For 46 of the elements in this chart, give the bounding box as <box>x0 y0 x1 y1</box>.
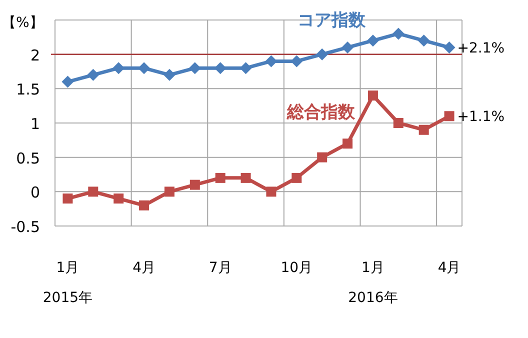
point <box>392 28 404 40</box>
point <box>368 90 378 101</box>
point <box>443 41 456 54</box>
series-label: 総合指数 <box>286 102 356 122</box>
point <box>342 41 354 54</box>
x-tick-label: 10月 <box>280 260 313 276</box>
x-tick-label: 1月 2016年 <box>348 260 398 306</box>
point <box>366 34 379 47</box>
y-axis-title: 【%】 <box>2 15 44 31</box>
x-tick-label: 4月 <box>438 260 461 276</box>
point <box>138 62 150 74</box>
point <box>240 172 251 183</box>
point <box>317 152 328 162</box>
point <box>62 76 74 88</box>
y-tick-label: -0.5 <box>10 218 40 236</box>
data-label: +1.1% <box>457 109 505 126</box>
data-label: +2.1% <box>457 40 505 56</box>
point <box>342 138 353 149</box>
point <box>266 186 276 197</box>
x-tick-label: 4月 <box>132 260 156 276</box>
y-tick-label: 1 <box>30 115 40 133</box>
point <box>418 34 430 47</box>
point <box>62 194 73 204</box>
x-tick-label: 7月 <box>208 260 232 276</box>
point <box>163 68 176 81</box>
point <box>139 200 150 210</box>
y-tick-label: 0 <box>30 184 40 202</box>
point <box>215 172 226 183</box>
point <box>214 62 226 74</box>
series-label: コア指数 <box>297 10 366 31</box>
point <box>316 48 328 60</box>
point <box>418 124 429 135</box>
y-tick-label: 2 <box>30 46 40 64</box>
point <box>87 68 100 81</box>
point <box>188 62 201 74</box>
point <box>240 62 252 74</box>
y-tick-label: 1.5 <box>16 80 40 99</box>
point <box>88 186 98 197</box>
point <box>190 180 200 190</box>
point <box>444 111 454 122</box>
point <box>114 194 124 204</box>
point <box>164 186 174 197</box>
x-tick-label: 1月 2015年 <box>42 260 93 306</box>
point <box>393 118 404 128</box>
point <box>292 172 302 183</box>
y-tick-label: 0.5 <box>16 149 40 168</box>
